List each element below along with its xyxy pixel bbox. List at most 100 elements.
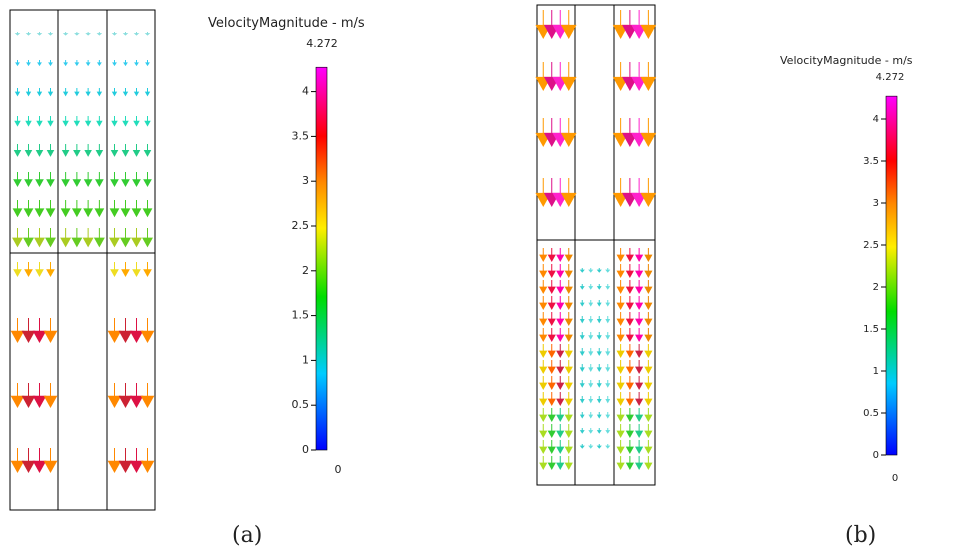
vector-arrow: [579, 380, 585, 388]
vector-arrow: [564, 376, 573, 391]
vector-arrow: [539, 440, 548, 455]
vector-arrow: [588, 332, 594, 340]
tick-label: 2.5: [292, 219, 310, 232]
vector-arrow: [13, 262, 22, 278]
vector-arrow: [109, 228, 120, 248]
vector-arrow: [140, 448, 155, 474]
vector-arrow: [547, 312, 556, 327]
vector-arrow: [625, 408, 634, 423]
vector-arrow: [596, 412, 602, 419]
vector-arrow: [612, 10, 629, 40]
vector-arrow: [111, 88, 118, 97]
vector-arrow: [13, 172, 22, 188]
colorbar-title: VelocityMagnitude - m/s: [780, 54, 913, 67]
vector-arrow: [625, 312, 634, 327]
vector-arrow: [560, 62, 577, 92]
vector-arrow: [631, 62, 647, 92]
vector-arrow: [107, 383, 122, 409]
vector-arrow: [46, 144, 55, 157]
vector-arrow: [588, 380, 594, 388]
tick-label: 2: [873, 282, 879, 293]
vector-arrow: [644, 296, 653, 311]
vector-arrow: [564, 392, 573, 407]
vector-arrow: [14, 88, 21, 97]
vector-arrow: [96, 88, 103, 97]
vector-arrow: [622, 10, 638, 40]
vector-arrow: [579, 396, 585, 404]
vector-arrow: [61, 172, 70, 188]
vector-arrow: [616, 264, 625, 279]
vector-arrow: [625, 424, 634, 439]
vector-arrow: [10, 383, 25, 409]
colorbar-min: 0: [335, 463, 342, 476]
vector-arrow: [625, 376, 634, 391]
vector-arrow: [564, 408, 573, 423]
vector-arrow: [539, 456, 548, 471]
vector-arrow: [535, 62, 552, 92]
vector-arrow: [539, 424, 548, 439]
vector-arrow: [560, 178, 577, 208]
vector-arrow: [543, 178, 560, 208]
vector-arrow: [23, 200, 34, 218]
vector-arrow: [564, 424, 573, 439]
vector-arrow: [564, 248, 573, 263]
vector-arrow: [616, 328, 625, 343]
vector-arrow: [84, 116, 92, 127]
vector-arrow: [635, 328, 644, 343]
vector-arrow: [47, 32, 54, 36]
vector-arrow: [644, 328, 653, 343]
vector-arrow: [644, 408, 653, 423]
vector-arrow: [556, 360, 565, 375]
vector-arrow: [616, 312, 625, 327]
vector-arrow: [133, 116, 140, 127]
vector-arrow: [93, 228, 105, 248]
vector-arrow: [63, 60, 69, 67]
vector-arrow: [596, 284, 602, 290]
vector-arrow: [547, 392, 556, 407]
vector-arrow: [579, 412, 585, 419]
vector-arrow: [140, 383, 155, 409]
vector-arrow: [129, 383, 144, 409]
vector-arrow: [564, 312, 573, 327]
vector-arrow: [131, 200, 142, 218]
vector-arrow: [133, 32, 140, 36]
colorbar-title: VelocityMagnitude - m/s: [208, 16, 365, 31]
colorbar: [885, 95, 898, 456]
vector-arrow: [556, 456, 565, 471]
vector-arrow: [83, 200, 94, 218]
vector-arrow: [547, 280, 556, 295]
vector-arrow: [46, 262, 55, 278]
vector-arrow: [547, 328, 556, 343]
vector-arrow: [588, 396, 594, 404]
colorbar-max: 4.272: [306, 37, 338, 50]
vector-arrow: [118, 448, 133, 474]
vector-arrow: [644, 360, 653, 375]
vector-arrow: [143, 172, 152, 188]
vector-arrow: [132, 144, 141, 157]
vector-arrow: [560, 118, 577, 148]
vector-arrow: [579, 348, 585, 356]
vector-arrow: [47, 88, 54, 97]
vector-arrow: [640, 178, 657, 208]
tick-label: 4: [873, 114, 879, 125]
vector-arrow: [85, 88, 91, 97]
vector-arrow: [142, 200, 153, 218]
vector-arrow: [547, 248, 556, 263]
vector-arrow: [539, 344, 548, 359]
vector-arrow: [631, 178, 647, 208]
vector-arrow: [26, 60, 31, 67]
vector-arrow: [32, 318, 47, 344]
vector-arrow: [131, 228, 142, 248]
vector-arrow: [25, 32, 32, 36]
vector-arrow: [35, 144, 44, 157]
vector-arrow: [118, 318, 133, 344]
vector-arrow: [85, 32, 91, 36]
vector-arrow: [625, 344, 634, 359]
tick-label: 1.5: [863, 324, 879, 335]
vector-arrow: [579, 300, 585, 307]
vector-arrow: [547, 408, 556, 423]
vector-arrow: [143, 144, 152, 157]
vector-arrow: [622, 118, 638, 148]
vector-arrow: [635, 392, 644, 407]
